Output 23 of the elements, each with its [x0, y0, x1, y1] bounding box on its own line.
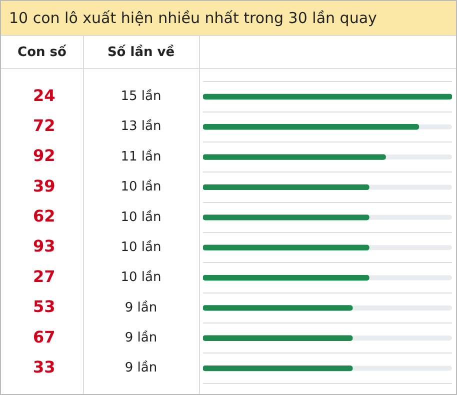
- data-label: 10 lần: [120, 208, 162, 225]
- y-tick-label: 33: [33, 357, 56, 376]
- y-tick-label: 53: [33, 297, 56, 316]
- data-label: 10 lần: [120, 178, 162, 195]
- data-label: 9 lần: [124, 360, 158, 376]
- y-tick-label: 39: [33, 176, 56, 196]
- data-label: 9 lần: [124, 330, 158, 346]
- x-axis-title: Số lần về: [106, 44, 176, 62]
- y-tick-label: 92: [33, 146, 56, 166]
- chart-title: 10 con lô xuất hiện nhiều nhất trong 30 lần quay: [1, 1, 456, 36]
- data-label: 11 lần: [120, 148, 162, 164]
- data-label: 15 lần: [120, 88, 162, 104]
- y-axis-title: Con số: [16, 44, 68, 62]
- data-label: 9 lần: [124, 299, 158, 316]
- y-tick-label: 72: [33, 116, 56, 136]
- data-label: 13 lần: [120, 118, 162, 134]
- y-tick-label: 62: [33, 206, 56, 226]
- y-tick-label: 27: [33, 266, 56, 286]
- data-label: 10 lần: [120, 238, 162, 255]
- y-tick-label: 93: [33, 236, 56, 256]
- y-tick-label: 24: [33, 86, 56, 105]
- data-label: 10 lần: [120, 269, 162, 286]
- y-tick-label: 67: [33, 327, 56, 346]
